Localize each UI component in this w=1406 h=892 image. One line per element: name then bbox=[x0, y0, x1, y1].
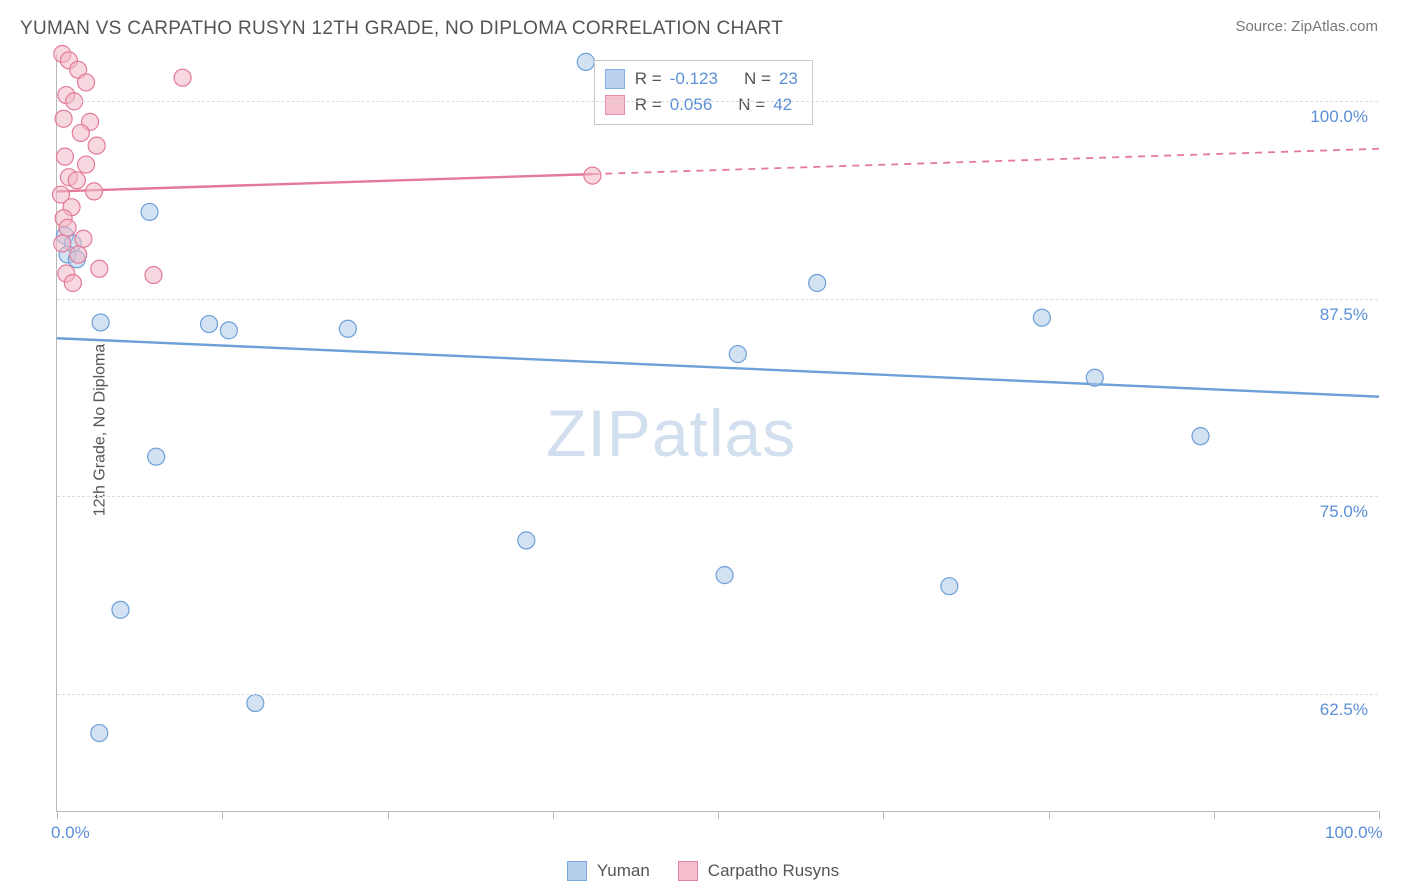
x-tick bbox=[388, 811, 389, 819]
data-point bbox=[75, 230, 92, 247]
data-point bbox=[88, 137, 105, 154]
data-point bbox=[247, 695, 264, 712]
bottom-legend-label: Carpatho Rusyns bbox=[708, 861, 839, 881]
x-tick bbox=[1049, 811, 1050, 819]
data-point bbox=[1086, 369, 1103, 386]
data-point bbox=[68, 172, 85, 189]
data-point bbox=[91, 260, 108, 277]
data-point bbox=[55, 110, 72, 127]
x-tick-label: 0.0% bbox=[51, 823, 90, 843]
gridline bbox=[57, 496, 1378, 497]
legend-stats-box: R =-0.123N =23R =0.056N =42 bbox=[594, 60, 813, 125]
legend-n-label: N = bbox=[744, 66, 771, 92]
legend-r-label: R = bbox=[635, 92, 662, 118]
data-point bbox=[584, 167, 601, 184]
legend-swatch bbox=[605, 69, 625, 89]
data-point bbox=[518, 532, 535, 549]
y-tick-label: 75.0% bbox=[1320, 502, 1368, 522]
legend-r-value: 0.056 bbox=[670, 92, 713, 118]
data-point bbox=[148, 448, 165, 465]
x-tick-label: 100.0% bbox=[1325, 823, 1383, 843]
source-attribution: Source: ZipAtlas.com bbox=[1235, 18, 1378, 35]
data-point bbox=[201, 316, 218, 333]
data-point bbox=[59, 219, 76, 236]
gridline bbox=[57, 101, 1378, 102]
legend-stat-row: R = -0.123 N = 23 bbox=[605, 66, 798, 92]
legend-swatch bbox=[605, 95, 625, 115]
trend-line bbox=[57, 174, 592, 191]
data-point bbox=[91, 725, 108, 742]
data-point bbox=[729, 346, 746, 363]
legend-n-value: 23 bbox=[779, 66, 798, 92]
data-point bbox=[809, 274, 826, 291]
trend-line bbox=[57, 338, 1379, 396]
trend-line-dashed bbox=[592, 149, 1379, 174]
data-point bbox=[145, 267, 162, 284]
bottom-legend-item: Yuman bbox=[567, 861, 650, 881]
legend-stat-row: R = 0.056 N = 42 bbox=[605, 92, 798, 118]
data-point bbox=[716, 567, 733, 584]
bottom-legend-item: Carpatho Rusyns bbox=[678, 861, 839, 881]
data-point bbox=[70, 246, 87, 263]
data-point bbox=[54, 235, 71, 252]
y-tick-label: 100.0% bbox=[1310, 107, 1368, 127]
x-tick bbox=[1214, 811, 1215, 819]
data-point bbox=[141, 203, 158, 220]
data-point bbox=[64, 274, 81, 291]
x-tick bbox=[1379, 811, 1380, 819]
legend-swatch bbox=[678, 861, 698, 881]
x-tick bbox=[222, 811, 223, 819]
legend-swatch bbox=[567, 861, 587, 881]
data-point bbox=[577, 53, 594, 70]
data-point bbox=[941, 578, 958, 595]
gridline bbox=[57, 694, 1378, 695]
data-point bbox=[112, 601, 129, 618]
data-point bbox=[339, 320, 356, 337]
chart-container: YUMAN VS CARPATHO RUSYN 12TH GRADE, NO D… bbox=[0, 0, 1406, 892]
legend-n-label: N = bbox=[738, 92, 765, 118]
data-point bbox=[72, 124, 89, 141]
data-point bbox=[220, 322, 237, 339]
plot-area: ZIPatlas R =-0.123N =23R =0.056N =42 62.… bbox=[56, 54, 1378, 812]
data-point bbox=[56, 148, 73, 165]
x-tick bbox=[718, 811, 719, 819]
gridline bbox=[57, 299, 1378, 300]
x-tick bbox=[57, 811, 58, 819]
y-tick-label: 62.5% bbox=[1320, 700, 1368, 720]
data-point bbox=[92, 314, 109, 331]
x-tick bbox=[883, 811, 884, 819]
data-point bbox=[78, 156, 95, 173]
data-point bbox=[86, 183, 103, 200]
legend-n-value: 42 bbox=[773, 92, 792, 118]
bottom-legend-label: Yuman bbox=[597, 861, 650, 881]
x-tick bbox=[553, 811, 554, 819]
data-point bbox=[1033, 309, 1050, 326]
chart-svg bbox=[57, 54, 1378, 811]
chart-title: YUMAN VS CARPATHO RUSYN 12TH GRADE, NO D… bbox=[20, 18, 783, 40]
legend-r-label: R = bbox=[635, 66, 662, 92]
data-point bbox=[174, 69, 191, 86]
data-point bbox=[1192, 428, 1209, 445]
data-point bbox=[78, 74, 95, 91]
y-tick-label: 87.5% bbox=[1320, 305, 1368, 325]
bottom-legend: Yuman Carpatho Rusyns bbox=[0, 861, 1406, 886]
legend-r-value: -0.123 bbox=[670, 66, 718, 92]
